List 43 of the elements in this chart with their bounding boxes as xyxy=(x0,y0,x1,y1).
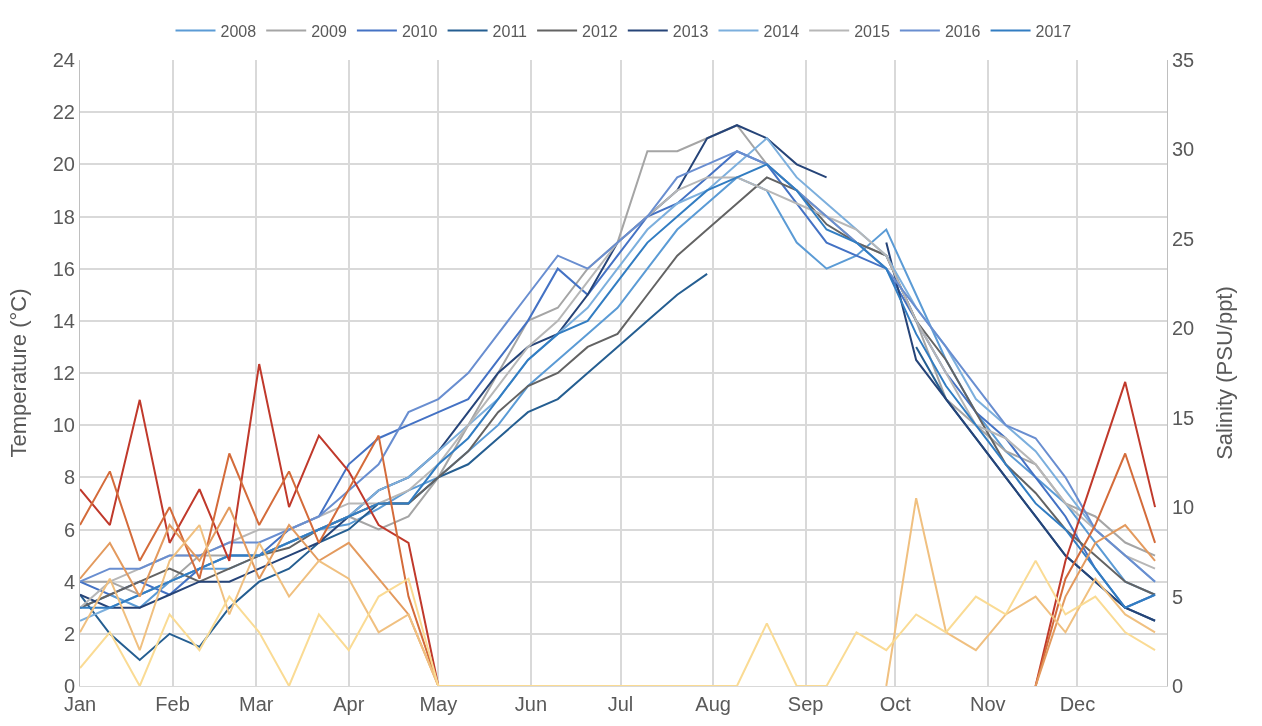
y-tick-label: 4 xyxy=(63,570,75,593)
y-tick-label: 8 xyxy=(63,466,75,489)
x-tick-label: Mar xyxy=(238,693,274,715)
y-tick-label: 24 xyxy=(52,49,75,71)
legend-label: 2009 xyxy=(311,22,347,40)
legend-label: 2012 xyxy=(582,22,618,40)
legend-label: 2014 xyxy=(763,22,800,40)
x-tick-label: Oct xyxy=(879,693,912,715)
legend-label: 2011 xyxy=(492,22,528,40)
y2-tick-label: 25 xyxy=(1172,227,1195,250)
legend-label: 2015 xyxy=(854,22,890,40)
y-tick-label: 14 xyxy=(52,309,75,332)
y2-axis-title: Salinity (PSU/ppt) xyxy=(1212,286,1237,460)
y-axis-title: Temperature (°C) xyxy=(6,288,31,458)
legend-label: 2013 xyxy=(672,22,709,40)
y-tick-label: 22 xyxy=(52,101,75,124)
y-tick-label: 6 xyxy=(63,518,75,541)
legend-label: 2016 xyxy=(944,22,981,40)
y-tick-label: 2 xyxy=(63,622,75,645)
x-tick-label: Aug xyxy=(695,693,731,715)
x-tick-label: May xyxy=(419,693,458,715)
x-tick-label: Feb xyxy=(155,693,190,715)
legend-label: 2017 xyxy=(1035,22,1072,40)
y-tick-label: 10 xyxy=(52,414,75,437)
y2-tick-label: 5 xyxy=(1172,585,1184,608)
y2-tick-label: 0 xyxy=(1172,675,1184,697)
y-tick-label: 12 xyxy=(52,362,75,384)
legend-label: 2010 xyxy=(401,22,438,40)
y2-tick-label: 15 xyxy=(1172,406,1195,429)
legend-label: 2008 xyxy=(220,22,257,40)
x-tick-label: Jun xyxy=(514,693,548,715)
x-tick-label: Dec xyxy=(1059,693,1096,715)
y2-tick-label: 35 xyxy=(1172,49,1195,71)
y-tick-label: 20 xyxy=(52,153,75,176)
y-tick-label: 18 xyxy=(52,205,75,228)
y2-tick-label: 10 xyxy=(1172,496,1195,519)
y-tick-label: 16 xyxy=(52,257,75,280)
y2-tick-label: 30 xyxy=(1172,138,1195,161)
x-tick-label: Apr xyxy=(333,693,365,715)
x-tick-label: Nov xyxy=(970,693,1006,715)
x-tick-label: Sep xyxy=(787,693,824,715)
x-tick-label: Jul xyxy=(607,693,634,715)
y2-tick-label: 20 xyxy=(1172,317,1195,340)
